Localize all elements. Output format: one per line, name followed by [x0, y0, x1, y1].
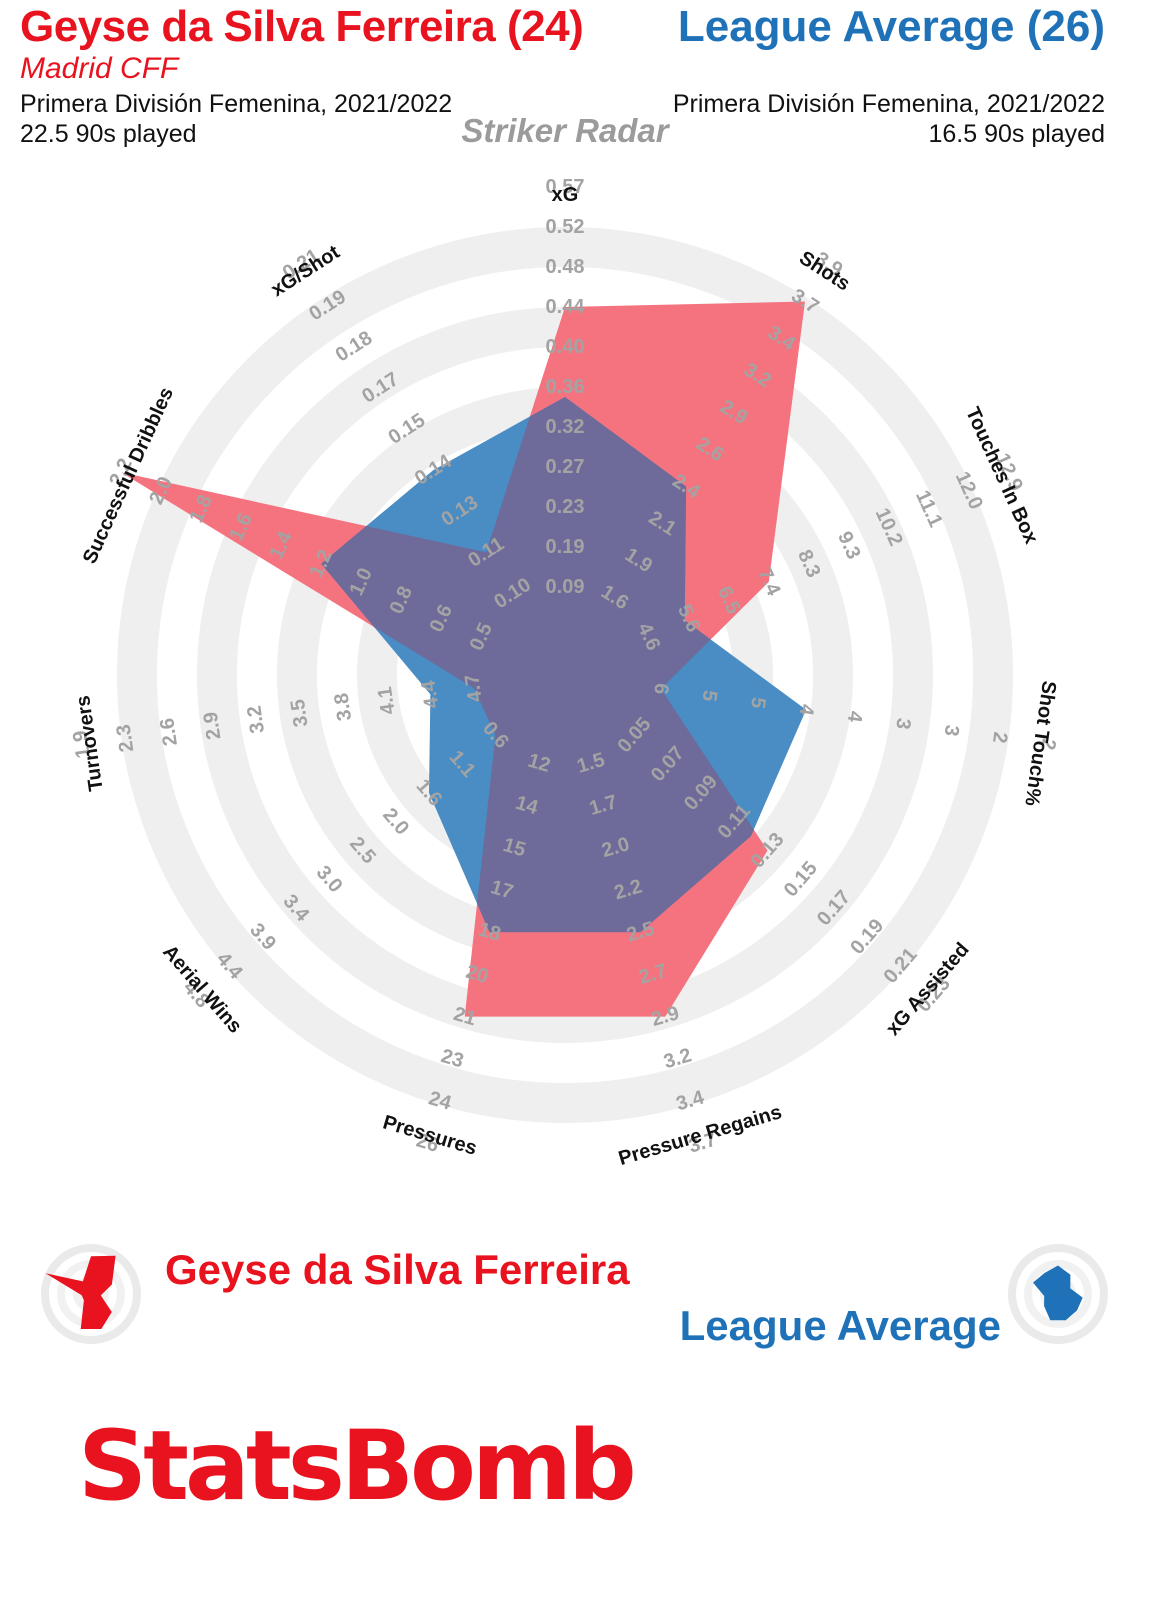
- average-minutes: 16.5 90s played: [928, 120, 1105, 148]
- radar-name: Striker Radar: [461, 112, 669, 149]
- radar-tick-label: 5: [698, 689, 721, 703]
- radar-ring: [117, 227, 1013, 1123]
- radar-polygons: [121, 301, 807, 1017]
- radar-tick-label: 4.7: [461, 673, 487, 704]
- radar-tick-label: 0.19: [546, 536, 585, 558]
- mini-radar-shape: [1033, 1265, 1083, 1321]
- radar-tick-label: 5: [746, 696, 769, 710]
- radar-tick-label: 3: [891, 717, 914, 731]
- radar-axis-label: xG: [552, 184, 579, 206]
- player-title: Geyse da Silva Ferreira (24): [20, 2, 584, 51]
- radar-ring: [157, 267, 973, 1083]
- radar-tick-label: 0.27: [546, 456, 585, 478]
- radar-tick-label: 0.32: [546, 416, 585, 438]
- radar-tick-label: 0.23: [546, 496, 585, 518]
- radar-tick-label: 0.36: [546, 376, 585, 398]
- player-minutes: 22.5 90s played: [20, 120, 197, 148]
- radar-tick-label: 4: [794, 703, 817, 718]
- mini-radar-shape: [45, 1255, 116, 1329]
- player-mini-radar-icon: [41, 1244, 141, 1344]
- radar-tick-label: 3.8: [330, 692, 356, 723]
- radar-tick-label: 3.5: [287, 698, 313, 729]
- statsbomb-logo: StatsBomb: [78, 1410, 637, 1522]
- radar-tick-label: 4.4: [417, 678, 443, 710]
- average-mini-radar-icon: [1008, 1244, 1108, 1344]
- player-club: Madrid CFF: [20, 52, 179, 85]
- radar-tick-label: 4: [843, 710, 866, 725]
- radar-tick-label: 0.44: [546, 296, 586, 318]
- radar-tick-label: 4.1: [374, 685, 400, 716]
- radar-ring: [77, 187, 1053, 1163]
- radar-tick-label: 2: [1036, 737, 1059, 751]
- radar-tick-label: 2.6: [156, 717, 182, 748]
- radar-tick-label: 0.57: [546, 176, 585, 198]
- radar-tick-label: 3: [940, 723, 963, 737]
- radar-tick-label: 3.2: [243, 704, 269, 735]
- radar-chart: 0.09 0.19 0.23 0.27 0.32 0.36 0.40 0.44 0.48 0.52…: [69, 176, 1060, 1170]
- radar-tick-label: 0.40: [546, 336, 585, 358]
- legend-average-name: League Average: [679, 1302, 1001, 1349]
- legend-player-name: Geyse da Silva Ferreira: [165, 1246, 630, 1293]
- radar-tick-label: 2.9: [200, 710, 226, 741]
- average-competition: Primera División Femenina, 2021/2022: [672, 90, 1105, 118]
- average-title: League Average (26): [677, 2, 1105, 51]
- player-competition: Primera División Femenina, 2021/2022: [20, 90, 453, 118]
- radar-tick-label: 0.52: [546, 216, 585, 238]
- radar-tick-label: 1.9: [69, 729, 95, 760]
- radar-tick-label: 0.09: [546, 576, 585, 598]
- radar-tick-label: 6: [649, 682, 672, 696]
- radar-tick-label: 2.3: [113, 723, 139, 754]
- radar-tick-label: 2: [988, 730, 1011, 744]
- radar-tick-label: 0.48: [546, 256, 585, 278]
